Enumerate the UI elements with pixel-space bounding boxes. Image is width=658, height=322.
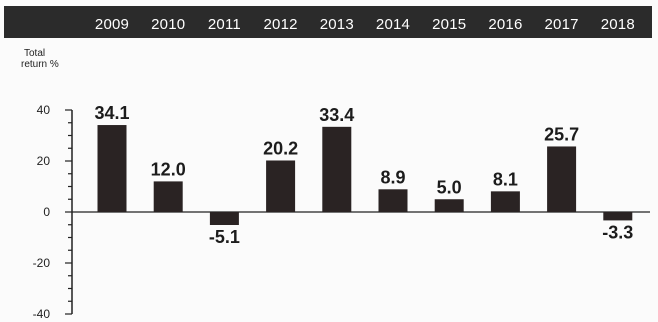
bar-value-label-2011: -5.1 [209,227,240,247]
y-tick-label: -20 [33,256,51,270]
year-label-2013: 2013 [320,16,354,33]
y-axis-title-line-2: return % [21,59,59,70]
year-label-2018: 2018 [601,16,635,33]
year-label-2015: 2015 [432,16,466,33]
bar-value-label-2014: 8.9 [380,167,405,187]
bar-2011 [209,212,239,226]
bar-2014 [378,189,408,212]
year-label-2016: 2016 [488,16,522,33]
y-tick-label: 20 [37,154,51,168]
bar-value-label-2009: 34.1 [94,103,129,123]
bar-value-label-2010: 12.0 [151,159,186,179]
bar-2012 [266,160,296,212]
bar-2009 [97,125,127,212]
year-header-band [4,6,652,38]
year-label-2009: 2009 [95,16,129,33]
year-label-2010: 2010 [151,16,185,33]
bar-value-label-2015: 5.0 [437,177,462,197]
bar-2013 [322,126,352,212]
bar-2016 [490,191,520,212]
year-label-2011: 2011 [208,16,241,33]
year-label-2017: 2017 [545,16,579,33]
y-tick-label: 40 [37,103,51,117]
bar-value-label-2016: 8.1 [493,169,518,189]
bar-2017 [547,146,577,212]
bar-2018 [603,212,633,221]
year-label-2012: 2012 [264,16,298,33]
bar-2010 [153,181,183,212]
y-tick-label: -40 [33,307,51,321]
y-axis-title-line-1: Total [24,48,45,59]
bar-value-label-2018: -3.3 [602,222,633,242]
bar-2015 [434,199,464,212]
bar-value-label-2017: 25.7 [544,124,579,144]
bar-value-label-2012: 20.2 [263,138,298,158]
year-label-2014: 2014 [376,16,410,33]
bar-value-label-2013: 33.4 [319,105,354,125]
y-tick-label: 0 [43,205,50,219]
